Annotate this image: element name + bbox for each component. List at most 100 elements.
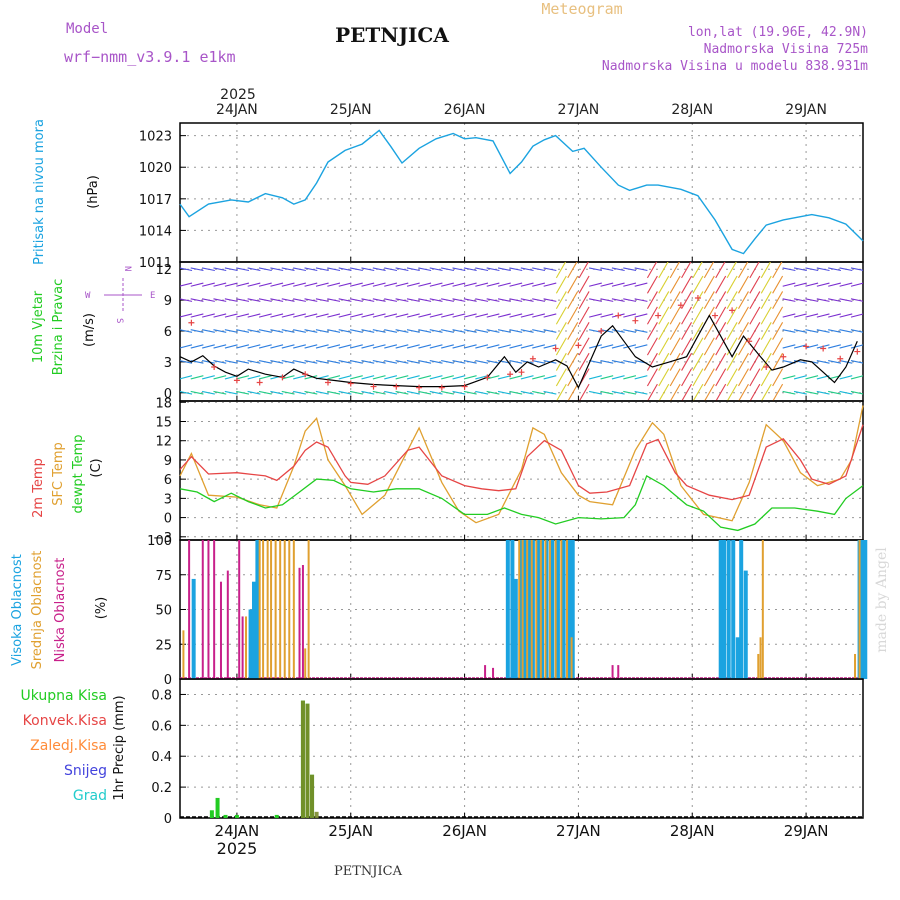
wind-arrow	[384, 298, 398, 302]
high-cloud-bar	[722, 540, 727, 679]
wind-arrow	[201, 267, 215, 272]
wind-arrow	[749, 322, 761, 340]
wind-arrow	[850, 313, 863, 318]
high-cloud-bar	[522, 540, 527, 679]
wind-arrow	[327, 282, 341, 287]
top-day-label: 28JAN	[671, 102, 713, 118]
gust-marker	[256, 379, 263, 386]
wind-arrow	[726, 306, 738, 325]
high-cloud-bar	[561, 540, 566, 679]
wind-arrow	[726, 337, 738, 356]
wind-arrow	[486, 344, 500, 349]
wind-arrow	[452, 375, 466, 380]
elevation: Nadmorska Visina 725m	[704, 42, 869, 57]
wind-arrow	[361, 360, 375, 364]
wind-arrow	[681, 337, 693, 356]
mid-cloud-bar	[858, 540, 861, 679]
mid-cloud-bar	[761, 540, 764, 679]
wind-arrow	[634, 313, 648, 318]
wind-arrow	[361, 329, 375, 333]
wind-panel: 0 3 6 9 12	[155, 261, 864, 402]
wind-arrow	[190, 329, 204, 333]
gust-marker	[820, 345, 827, 352]
gust-marker	[746, 338, 753, 345]
wind-arrow	[772, 337, 784, 356]
wind-arrow	[384, 329, 398, 333]
wind-arrow	[839, 298, 853, 302]
gust-marker	[763, 364, 770, 371]
wind-arrow	[372, 313, 386, 318]
wind-arrow	[190, 375, 204, 380]
wind-arrow	[293, 390, 307, 395]
wind-arrow	[600, 267, 614, 272]
high-cloud-bar	[731, 540, 736, 679]
low-cloud-bar	[226, 570, 229, 679]
wind-arrow	[555, 383, 567, 401]
gust-marker	[598, 327, 605, 334]
wind-arrow	[760, 306, 772, 325]
mid-cloud-bar	[560, 540, 563, 679]
cloud-left-label-2: Srednja Oblacnost	[30, 551, 45, 670]
wind-arrow	[567, 322, 579, 340]
wind-left-label-1: 10m Vjetar	[31, 290, 46, 363]
wind-arrow	[828, 313, 841, 318]
wind-arrow	[611, 375, 625, 380]
wind-arrow	[304, 267, 318, 272]
high-cloud-bar	[550, 540, 555, 679]
wind-arrow	[236, 375, 250, 380]
wind-arrow	[180, 282, 193, 287]
wind-arrow	[406, 344, 420, 349]
mid-cloud-bar	[292, 540, 295, 679]
wind-arrow	[839, 282, 853, 287]
y-tick-label: 3	[164, 356, 172, 371]
wind-arrow	[567, 275, 579, 294]
wind-arrow	[361, 375, 375, 380]
wind-arrow	[520, 375, 534, 380]
wind-arrow	[555, 291, 567, 310]
wind-arrow	[772, 306, 784, 325]
wind-arrow	[452, 282, 466, 287]
wind-arrow	[634, 298, 648, 302]
y-tick-label: 0.2	[151, 781, 172, 796]
high-cloud-bar	[191, 578, 196, 679]
wind-arrow	[738, 275, 749, 294]
wind-arrow	[543, 282, 557, 287]
wind-arrow	[623, 329, 637, 333]
wind-arrow	[349, 390, 363, 395]
wind-arrow	[293, 375, 306, 380]
dewpt-line	[179, 474, 864, 532]
wind-arrow	[600, 375, 614, 380]
gust-marker	[632, 317, 639, 324]
wind-arrow	[567, 262, 578, 279]
compass-w: W	[85, 291, 91, 301]
wind-arrow	[738, 352, 749, 371]
wind-arrow	[828, 298, 842, 302]
wind-arrow	[418, 375, 432, 380]
wind-arrow	[281, 267, 295, 272]
wind-arrow	[338, 375, 352, 380]
wind-arrow	[703, 322, 715, 340]
wind-arrow	[805, 282, 819, 287]
mid-cloud-bar	[266, 540, 269, 679]
wind-arrow	[258, 267, 272, 272]
wind-arrow	[793, 329, 807, 333]
cloud-left-label-3: Niska Oblacnost	[53, 558, 68, 663]
wind-arrow	[190, 267, 204, 272]
precip-label-hail: Grad	[73, 788, 107, 804]
wind-arrow	[429, 390, 443, 395]
y-tick-label: 0.4	[151, 750, 172, 765]
wind-arrow	[793, 298, 807, 302]
wind-arrow	[850, 390, 863, 395]
wind-arrow	[578, 306, 590, 325]
wind-arrow	[201, 390, 215, 395]
wind-arrow	[658, 368, 670, 387]
model-value: wrf−nmm_v3.9.1 e1km	[64, 48, 236, 66]
wind-arrow	[236, 390, 250, 395]
precip-unit-label: 1hr Precip (mm)	[112, 695, 127, 800]
wind-arrow	[805, 267, 819, 272]
wind-arrow	[692, 368, 704, 387]
wind-arrow	[646, 337, 658, 356]
wind-arrow	[236, 344, 250, 349]
wind-arrow	[623, 344, 637, 349]
wind-arrow	[395, 282, 409, 287]
